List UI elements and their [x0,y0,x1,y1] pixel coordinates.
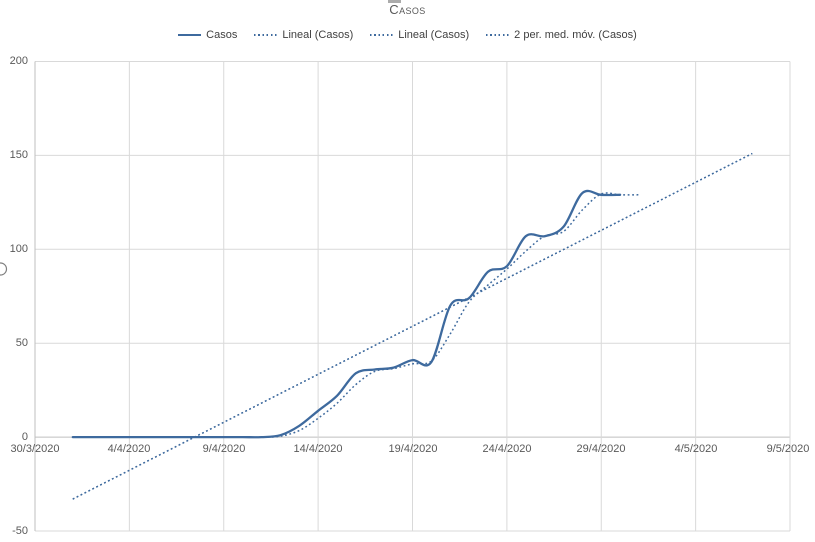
legend-item-lineal-1[interactable]: Lineal (Casos) [254,29,353,41]
x-tick-label: 14/4/2020 [293,443,343,455]
series-moving-average-line[interactable] [91,192,640,438]
legend-item-lineal-2[interactable]: Lineal (Casos) [370,29,469,41]
chart-legend: Casos Lineal (Casos) Lineal (Casos) 2 pe… [0,28,815,42]
series-casos-line[interactable] [71,189,622,439]
y-tick-label: 50 [15,337,28,349]
x-tick-label: 19/4/2020 [388,443,438,455]
legend-swatch-solid-line [178,34,202,36]
legend-label: Lineal (Casos) [398,29,470,41]
legend-item-casos[interactable]: Casos [178,29,237,41]
y-tick-label: 200 [9,55,28,67]
x-tick-label: 4/5/2020 [674,443,718,455]
x-tick-label: 9/4/2020 [202,443,246,455]
clipped-axis-title-fragment [0,262,8,276]
clipped-artifact-top [388,0,401,3]
legend-label: 2 per. med. móv. (Casos) [514,29,637,41]
y-tick-label: 150 [9,149,28,161]
legend-swatch-dotted-line [486,34,510,36]
y-tick-label: 100 [9,243,28,255]
y-tick-label: -50 [12,525,28,537]
legend-swatch-dotted-line [254,34,278,36]
chart-title: Casos [389,2,426,17]
legend-item-moving-average[interactable]: 2 per. med. móv. (Casos) [486,29,637,41]
x-tick-label: 4/4/2020 [107,443,151,455]
x-tick-label: 30/3/2020 [10,443,60,455]
x-tick-label: 29/4/2020 [576,443,626,455]
legend-swatch-dotted-line [370,34,394,36]
series-lineal-trendline-2[interactable] [72,152,753,500]
x-tick-label: 24/4/2020 [482,443,532,455]
legend-label: Casos [206,29,238,41]
legend-label: Lineal (Casos) [282,29,354,41]
x-tick-label: 9/5/2020 [766,443,810,455]
y-tick-label: 0 [21,431,28,443]
